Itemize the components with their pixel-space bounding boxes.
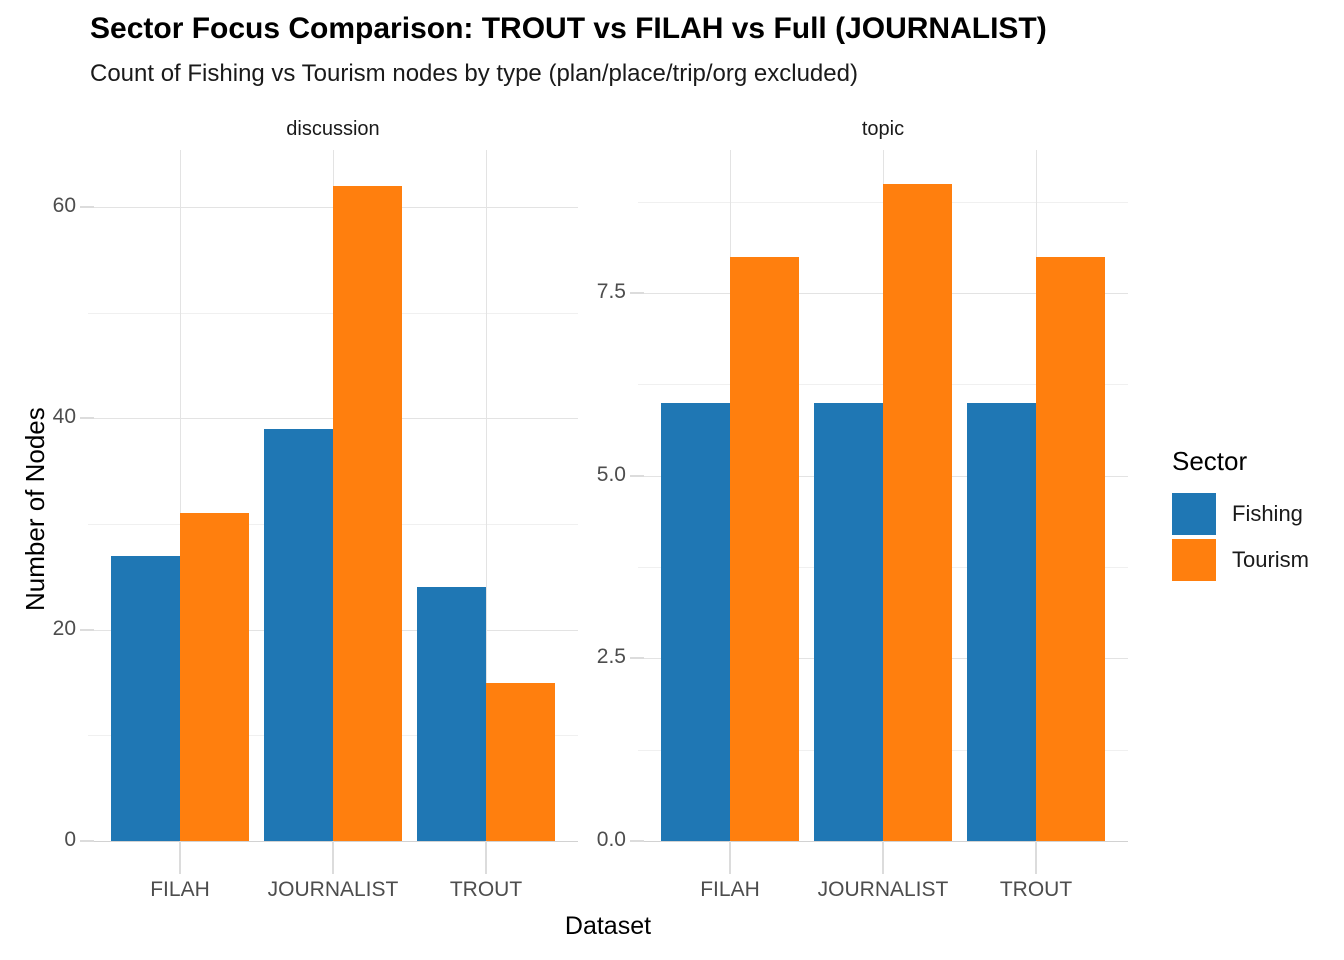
- y-axis-tick-label: 60: [52, 194, 76, 218]
- x-axis-tick: [882, 841, 884, 874]
- bar-fishing-filah: [661, 402, 730, 841]
- y-axis-tick: [80, 206, 94, 209]
- gridline-vertical: [486, 150, 487, 841]
- y-axis-tick: [630, 474, 644, 477]
- legend-item-tourism: Tourism: [1172, 539, 1309, 581]
- chart-subtitle: Count of Fishing vs Tourism nodes by typ…: [90, 60, 858, 87]
- y-axis-tick-label: 0: [64, 828, 76, 851]
- x-axis-tick-label: FILAH: [150, 878, 210, 901]
- x-axis-tick-label: JOURNALIST: [267, 878, 399, 901]
- x-axis-tick: [729, 841, 731, 874]
- facet-strip-label: discussion: [286, 118, 380, 140]
- legend-label: Tourism: [1232, 547, 1310, 572]
- gridline-vertical: [180, 150, 181, 841]
- y-axis-tick-label: 20: [52, 616, 76, 640]
- bar-tourism-journalist: [333, 185, 402, 841]
- x-axis-tick: [179, 841, 181, 874]
- x-axis-tick-label: TROUT: [999, 878, 1073, 901]
- bar-fishing-trout: [417, 587, 486, 841]
- x-axis-tick-label: TROUT: [449, 878, 523, 901]
- y-axis-tick: [630, 840, 644, 842]
- legend: Sector Fishing Tourism: [1172, 446, 1309, 585]
- bar-tourism-trout: [1036, 256, 1105, 841]
- bar-fishing-filah: [111, 555, 180, 841]
- legend-item-fishing: Fishing: [1172, 493, 1309, 535]
- legend-title: Sector: [1172, 446, 1248, 476]
- y-axis-tick: [80, 417, 94, 420]
- y-axis-tick-label: 40: [52, 405, 76, 429]
- bar-tourism-journalist: [883, 183, 952, 841]
- panel-discussion: FILAH JOURNALIST TROUT 0 20 40 60: [53, 150, 578, 901]
- legend-label: Fishing: [1232, 501, 1303, 526]
- y-axis-tick: [80, 840, 94, 842]
- legend-items: Fishing Tourism: [1172, 493, 1309, 581]
- y-axis-tick: [630, 657, 644, 660]
- y-axis-tick-label: 5.0: [596, 462, 626, 486]
- legend-swatch-fishing: [1172, 493, 1216, 535]
- x-axis-tick: [1035, 841, 1037, 874]
- chart-title: Sector Focus Comparison: TROUT vs FILAH …: [90, 12, 1047, 45]
- bar-tourism-filah: [180, 513, 249, 841]
- y-axis-tick-label: 2.5: [596, 645, 626, 669]
- bar-fishing-trout: [967, 402, 1036, 841]
- x-axis-tick-label: JOURNALIST: [817, 878, 949, 901]
- y-axis-tick: [630, 292, 644, 295]
- x-axis-tick: [332, 841, 334, 874]
- legend-swatch-tourism: [1172, 539, 1216, 581]
- x-axis-tick-label: FILAH: [700, 878, 760, 901]
- y-axis-tick: [80, 628, 94, 631]
- y-axis-tick-label: 0.0: [596, 828, 626, 851]
- bar-fishing-journalist: [264, 428, 333, 841]
- facet-strip-label: topic: [861, 118, 905, 140]
- panel-topic: FILAH JOURNALIST TROUT 0.0 2.5 5.0 7.5: [597, 150, 1128, 901]
- bar-tourism-trout: [486, 682, 555, 841]
- bar-fishing-journalist: [814, 402, 883, 841]
- y-axis-tick-label: 7.5: [596, 280, 626, 304]
- x-axis-tick: [485, 841, 487, 874]
- y-axis-title: Number of Nodes: [20, 406, 50, 611]
- x-axis-title: Dataset: [564, 912, 652, 940]
- bar-tourism-filah: [730, 256, 799, 841]
